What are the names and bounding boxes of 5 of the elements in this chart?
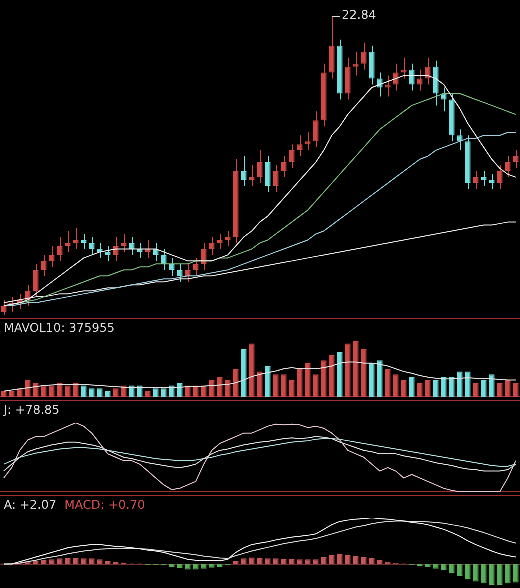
- chart-title: J: +78.85: [4, 403, 60, 417]
- chart-title: A: +2.07: [4, 498, 57, 512]
- chart-title: MAVOL10: 375955: [4, 321, 115, 335]
- annotation: 22.84: [342, 8, 376, 22]
- chart-subtitle: MACD: +0.70: [64, 498, 146, 512]
